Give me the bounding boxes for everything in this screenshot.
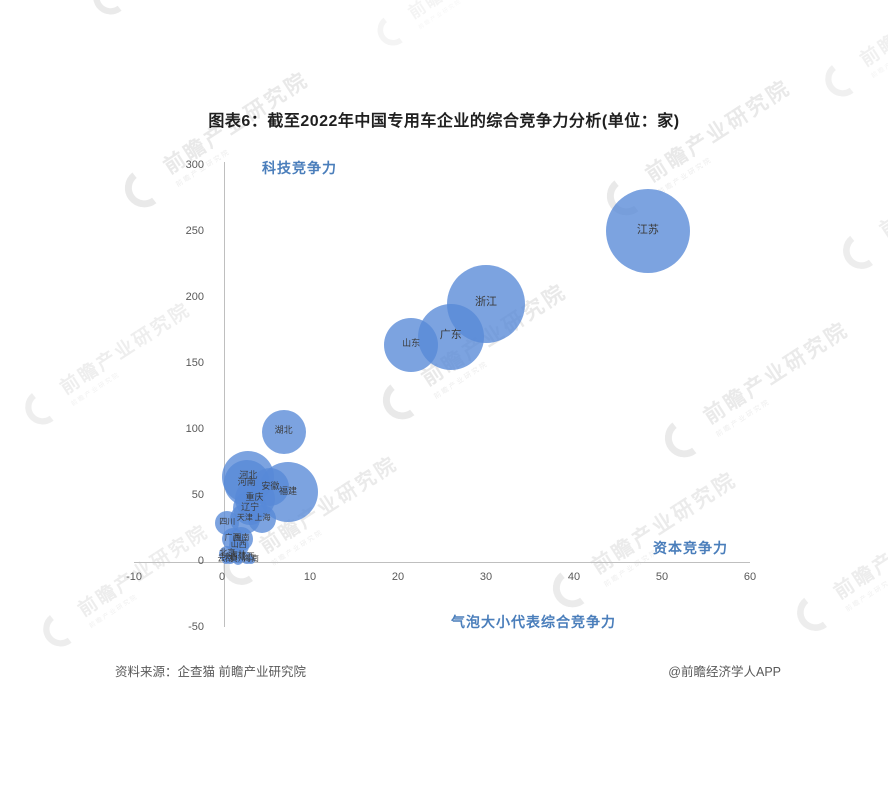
watermark-subtext: 前瞻产业研究院 <box>844 575 888 614</box>
watermark: 前瞻产业研究院前瞻产业研究院 <box>818 0 888 104</box>
bubble-label: 天津 <box>236 512 253 522</box>
y-tick-label: 150 <box>185 357 204 369</box>
watermark: 前瞻产业研究院前瞻产业研究院 <box>789 494 888 638</box>
bubble-label: 山东 <box>402 338 421 349</box>
bubble-label: 云南 <box>217 553 234 563</box>
bubble-label: 上海 <box>254 512 271 522</box>
qianzhan-crescent-logo-icon <box>380 378 425 422</box>
bubble <box>248 504 277 533</box>
watermark-text: 前瞻产业研究院 <box>56 298 195 399</box>
bubble-label: 河北 <box>239 470 258 481</box>
bubble-label: 重庆 <box>245 492 264 503</box>
watermark: 前瞻产业研究院前瞻产业研究院 <box>117 64 320 216</box>
bubble-label: 湖南 <box>233 532 250 542</box>
bubble-size-note: 气泡大小代表综合竞争力 <box>451 614 616 630</box>
watermark-subtext: 前瞻产业研究院 <box>870 43 888 80</box>
y-tick-label: 100 <box>185 423 204 435</box>
watermark: 前瞻产业研究院前瞻产业研究院 <box>657 314 860 466</box>
y-tick-label: -50 <box>188 621 204 633</box>
footer-source: 资料来源：企查猫 前瞻产业研究院 <box>115 665 306 679</box>
x-tick-label: 10 <box>303 571 317 583</box>
x-tick-label: 0 <box>218 571 226 583</box>
bubble-label: 北京 <box>219 548 236 558</box>
watermark-text: 前瞻产业研究院 <box>830 498 888 604</box>
bubble-label: 四川 <box>219 516 236 526</box>
chart-title: 图表6：截至2022年中国专用车企业的综合竞争力分析(单位：家) <box>208 113 680 130</box>
bubble <box>605 189 690 273</box>
x-tick-label: 60 <box>743 571 757 583</box>
x-tick-label: 50 <box>655 571 669 583</box>
bubble <box>261 409 306 454</box>
qianzhan-crescent-logo-icon <box>91 0 131 17</box>
bubble-label: 山西 <box>230 540 247 550</box>
bubble-label: 江苏 <box>636 223 659 236</box>
y-tick-label: 250 <box>185 225 204 237</box>
bubble-label: 吉林 <box>229 549 246 559</box>
bubble <box>384 317 439 372</box>
watermark-text: 前瞻产业研究院 <box>403 0 529 24</box>
bubble-label: 浙江 <box>475 296 497 309</box>
bubble-label: 安徽 <box>261 480 280 491</box>
qianzhan-crescent-logo-icon <box>840 229 883 272</box>
qianzhan-crescent-logo-icon <box>794 591 837 634</box>
x-tick-label: 20 <box>391 571 405 583</box>
qianzhan-crescent-logo-icon <box>823 59 863 99</box>
qianzhan-crescent-logo-icon <box>23 387 63 427</box>
bubble <box>232 554 243 565</box>
footer-credit: @前瞻经济学人APP <box>668 665 781 679</box>
bubble-label: 河南 <box>237 476 256 487</box>
y-axis-title: 科技竞争力 <box>262 160 337 176</box>
qianzhan-crescent-logo-icon <box>122 166 167 210</box>
bubble <box>221 555 230 564</box>
watermark-text: 前瞻产业研究院 <box>856 0 888 71</box>
bubble-label: 广西 <box>224 532 241 542</box>
qianzhan-crescent-logo-icon <box>662 416 707 460</box>
x-tick-label: 40 <box>567 571 581 583</box>
watermark-subtext: 前瞻产业研究院 <box>715 398 772 439</box>
x-axis-title: 资本竞争力 <box>653 540 728 556</box>
y-axis-line <box>224 162 225 627</box>
y-tick-label: 200 <box>185 291 204 303</box>
x-axis-line <box>134 562 750 563</box>
bubble-label: 江西 <box>238 552 255 562</box>
watermark-text: 前瞻产业研究院 <box>699 317 854 429</box>
bubble-label: 贵州 <box>229 553 246 563</box>
bubble-label: 陕西 <box>221 552 238 562</box>
y-tick-label: 300 <box>185 159 204 171</box>
watermark-text: 前瞻产业研究院 <box>876 136 888 242</box>
qianzhan-crescent-logo-icon <box>375 12 411 48</box>
x-tick-label: -10 <box>126 571 142 583</box>
qianzhan-crescent-logo-icon <box>41 609 81 649</box>
bubble-label: 湖北 <box>274 425 293 436</box>
bubble <box>247 555 256 564</box>
bubble-label: 广东 <box>439 329 462 342</box>
y-tick-label: 50 <box>191 489 204 501</box>
watermark-subtext: 前瞻产业研究院 <box>417 0 463 31</box>
bubble-label: 海南 <box>243 553 260 563</box>
bubble-label: 辽宁 <box>241 501 260 512</box>
bubble-label: 福建 <box>278 485 297 496</box>
x-tick-label: 30 <box>479 571 493 583</box>
x-axis-zero-tick <box>224 562 225 568</box>
y-tick-label: 0 <box>197 555 204 567</box>
